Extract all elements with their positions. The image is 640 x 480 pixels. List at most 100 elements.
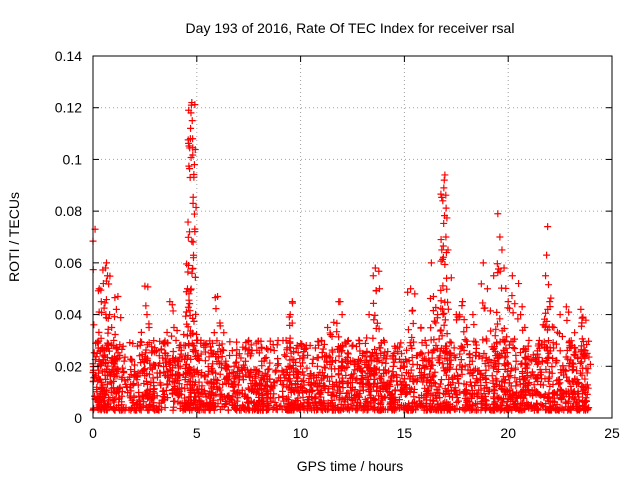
data-point [247, 341, 255, 349]
data-point [317, 336, 325, 344]
data-point [332, 391, 340, 399]
data-point [550, 324, 558, 331]
data-point [273, 341, 281, 349]
data-point [404, 326, 412, 334]
data-point [316, 369, 324, 377]
data-point [424, 373, 432, 381]
data-point [133, 376, 141, 384]
data-point [396, 364, 404, 372]
data-point [105, 280, 113, 288]
data-point [135, 393, 143, 401]
data-point [342, 371, 350, 379]
data-point [189, 238, 197, 246]
data-point [199, 390, 207, 398]
data-point [488, 343, 496, 351]
data-point [280, 397, 288, 405]
data-point [286, 321, 294, 329]
data-point [242, 371, 250, 379]
data-point [173, 385, 181, 393]
data-point [378, 358, 386, 366]
y-tick-label: 0.06 [55, 255, 82, 271]
data-point [428, 382, 436, 390]
data-point [432, 341, 440, 349]
data-point [231, 404, 239, 412]
data-point [352, 343, 360, 351]
data-point [359, 351, 367, 359]
data-point [265, 365, 273, 373]
data-point [503, 349, 511, 357]
data-point [295, 389, 303, 397]
data-point [184, 352, 192, 360]
data-point [398, 380, 406, 388]
data-point [196, 406, 204, 414]
data-point [190, 317, 198, 325]
data-point [521, 375, 529, 383]
data-point [416, 351, 424, 359]
data-point [338, 374, 346, 382]
data-point [506, 372, 514, 380]
data-point [472, 338, 480, 346]
data-point [186, 300, 194, 308]
data-point [567, 382, 575, 390]
data-point [104, 362, 112, 370]
data-point [97, 334, 105, 342]
data-point [389, 396, 397, 404]
data-point [435, 383, 443, 391]
data-point [191, 228, 199, 236]
y-tick-label: 0.04 [55, 307, 82, 323]
data-point [160, 363, 168, 371]
data-point [366, 380, 374, 388]
data-point [430, 346, 438, 354]
data-point [493, 359, 501, 367]
data-point [398, 350, 406, 358]
data-point [382, 355, 390, 363]
data-point [389, 353, 397, 361]
data-point [161, 404, 169, 412]
data-point [191, 101, 199, 109]
data-point [104, 400, 112, 408]
data-point [430, 397, 438, 405]
data-point [126, 339, 134, 347]
data-point [176, 353, 184, 361]
data-point [577, 305, 585, 313]
data-point [175, 372, 183, 380]
data-point [511, 335, 519, 343]
data-point [494, 210, 502, 218]
data-point [483, 400, 491, 408]
data-point [190, 342, 198, 350]
data-point [294, 349, 302, 357]
data-point [477, 382, 485, 390]
data-point [274, 355, 282, 363]
data-point [439, 242, 447, 250]
data-point [344, 350, 352, 358]
data-point [400, 362, 408, 370]
data-point [150, 385, 158, 393]
data-point [440, 219, 448, 227]
data-point [216, 322, 224, 330]
data-point [420, 364, 428, 372]
data-point [577, 346, 585, 354]
data-point [505, 341, 513, 349]
data-point [505, 404, 513, 412]
data-point [185, 378, 193, 386]
data-point [527, 372, 535, 380]
data-point [441, 171, 449, 179]
data-point [495, 354, 503, 362]
data-point [519, 394, 527, 402]
chart-title: Day 193 of 2016, Rate Of TEC Index for r… [186, 20, 515, 36]
data-point [314, 354, 322, 362]
data-point [129, 399, 137, 407]
data-point [507, 338, 515, 346]
data-point [98, 385, 106, 393]
data-point [468, 382, 476, 390]
data-point [370, 397, 378, 405]
data-point [188, 269, 196, 277]
data-point [379, 404, 387, 412]
data-point [410, 338, 418, 346]
data-point [481, 384, 489, 392]
data-point [320, 340, 328, 348]
data-point [99, 266, 107, 274]
data-point [110, 336, 118, 344]
data-point [326, 354, 334, 362]
data-point [439, 253, 447, 261]
